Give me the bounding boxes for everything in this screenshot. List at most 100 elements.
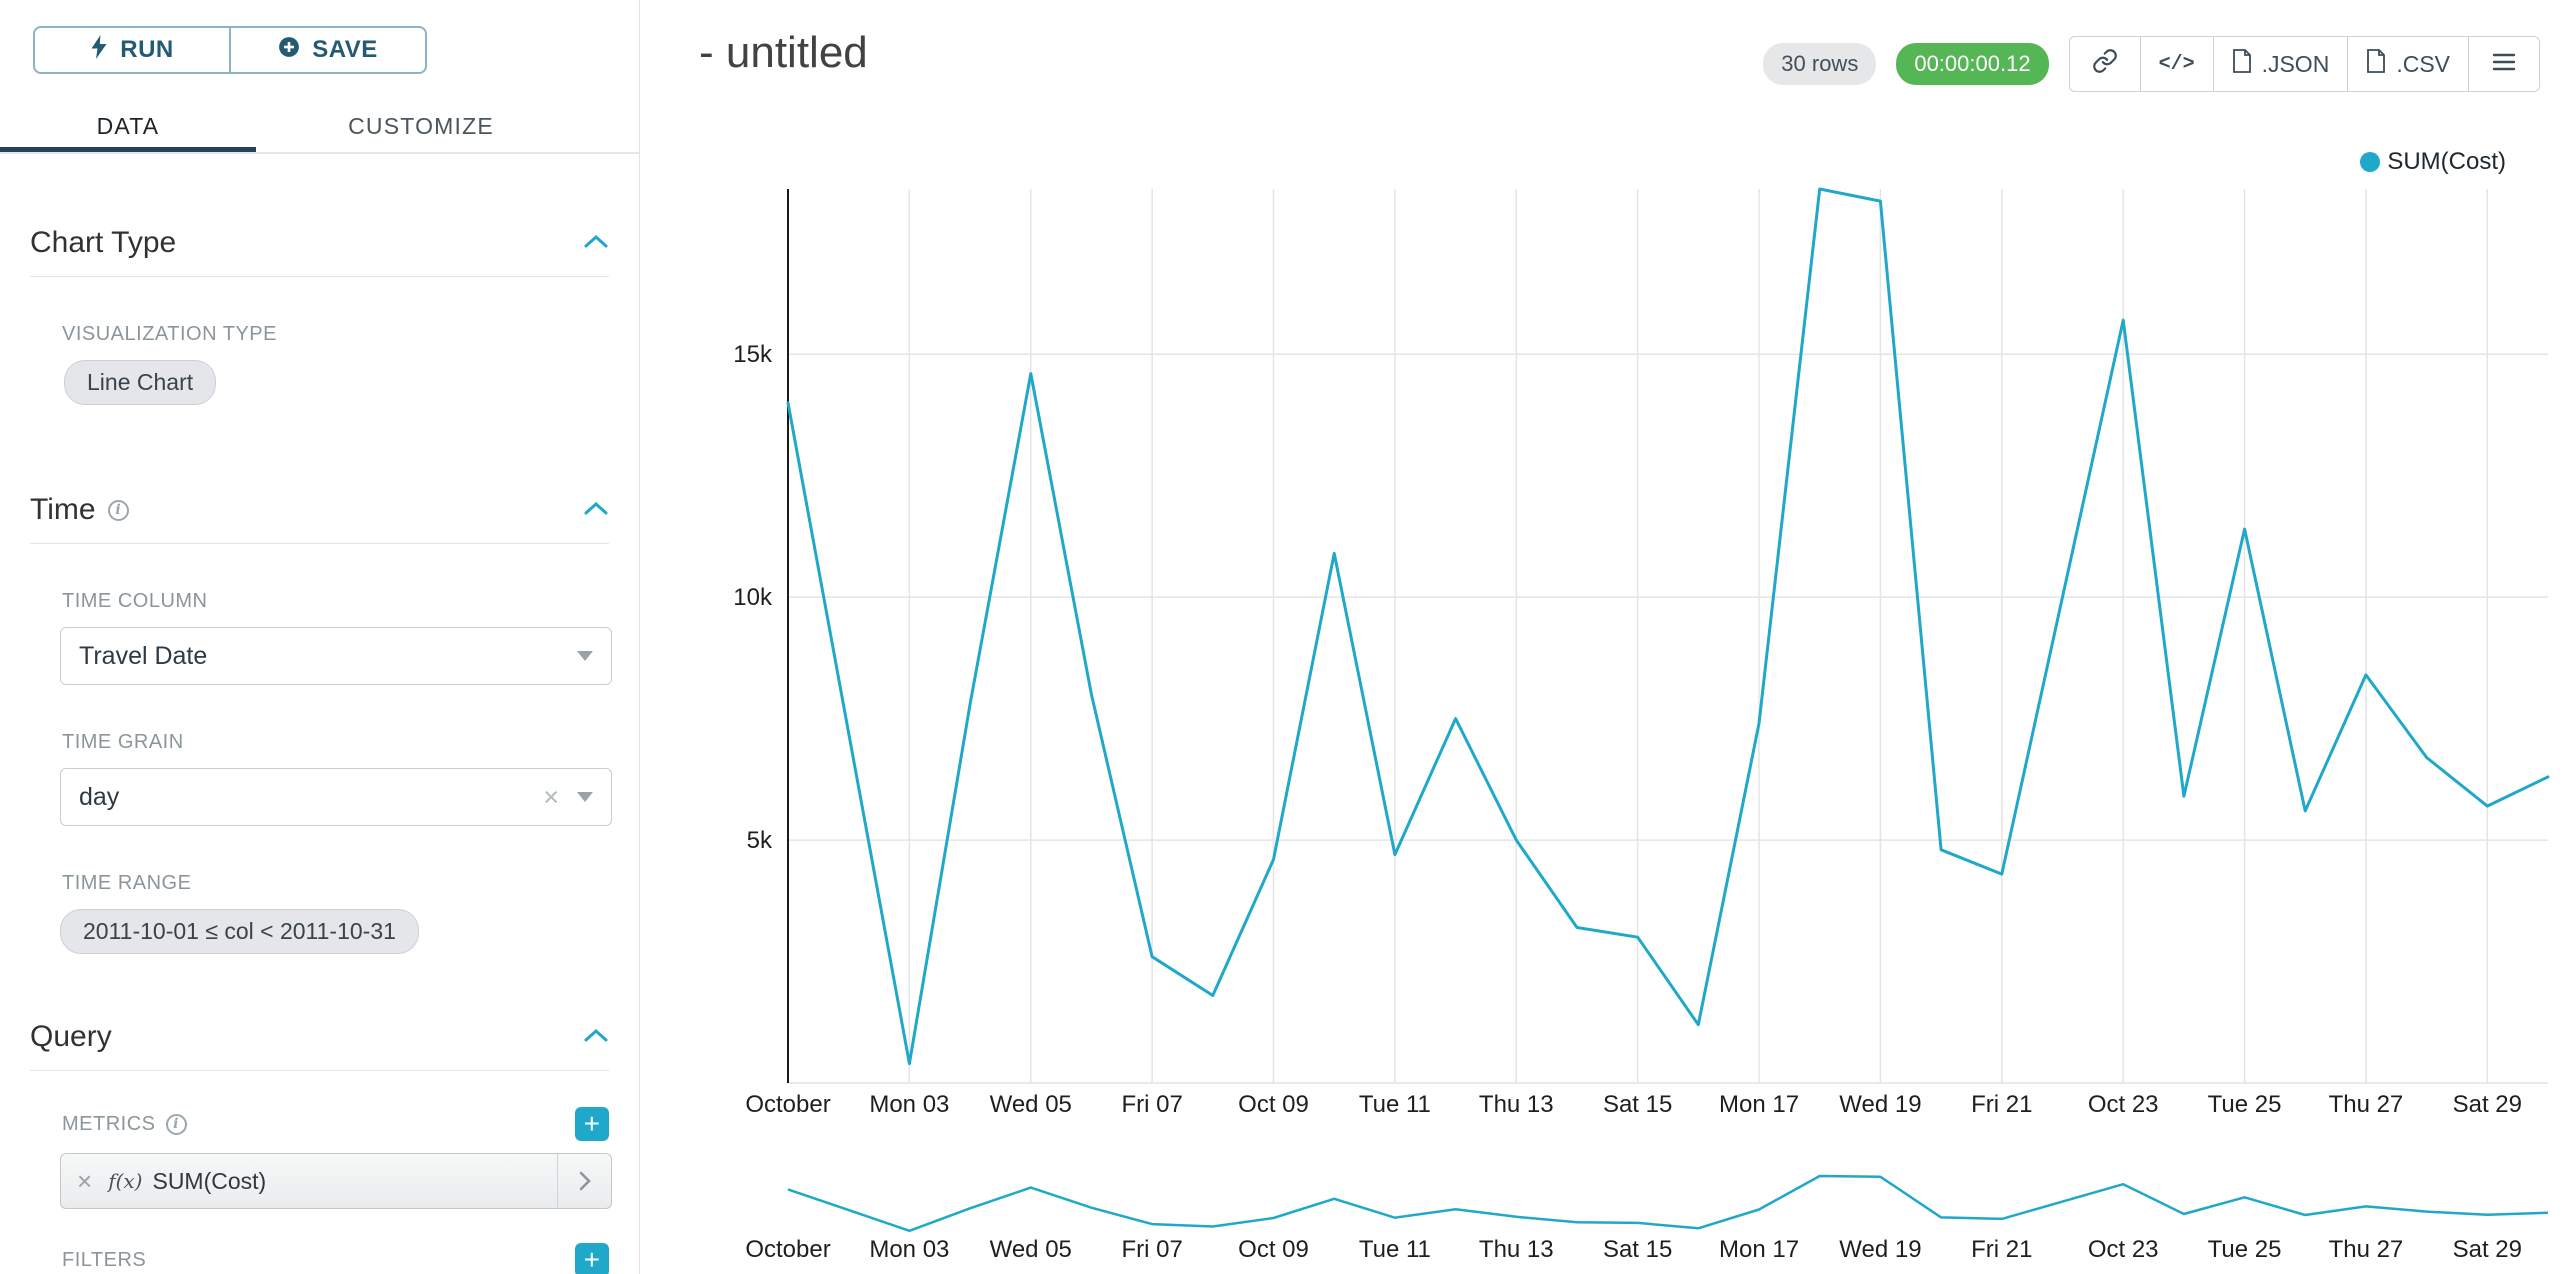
time-range-pill[interactable]: 2011-10-01 ≤ col < 2011-10-31 (60, 909, 419, 954)
chevron-up-icon[interactable] (583, 233, 609, 254)
code-icon: </> (2158, 52, 2195, 76)
time-grain-select[interactable]: day × (60, 768, 612, 826)
svg-text:October: October (745, 1091, 830, 1118)
info-icon[interactable]: i (165, 1113, 187, 1135)
time-grain-label: TIME GRAIN (62, 731, 184, 753)
file-icon (2366, 49, 2386, 79)
chart-title[interactable]: - untitled (699, 28, 868, 77)
filters-label-row: FILTERS + (62, 1243, 609, 1274)
file-icon (2232, 49, 2252, 79)
query-panel: RUN SAVE DATA CUSTOMIZE Chart Type (0, 0, 640, 1274)
add-metric-button[interactable]: + (575, 1107, 609, 1141)
svg-text:Fri 21: Fri 21 (1971, 1236, 2032, 1263)
svg-text:Wed 05: Wed 05 (990, 1091, 1072, 1118)
chart-area: - untitled 30 rows 00:00:00.12 </> .JSON (641, 0, 2576, 1274)
line-chart[interactable]: October October Mon 03 Mon 03 Wed 05 Wed 05 Fr… (641, 0, 2576, 1274)
chart-legend[interactable]: SUM(Cost) (2360, 148, 2506, 176)
export-json-label: .JSON (2261, 50, 2330, 77)
metric-option[interactable]: × f(x) SUM(Cost) (60, 1153, 612, 1209)
svg-text:Tue 11: Tue 11 (1359, 1091, 1431, 1118)
svg-text:Fri 07: Fri 07 (1121, 1236, 1182, 1263)
caret-down-icon (577, 651, 593, 661)
svg-text:Sat 15: Sat 15 (1603, 1091, 1672, 1118)
svg-text:Tue 25: Tue 25 (2208, 1091, 2282, 1118)
metrics-label-row: METRICS i + (62, 1107, 609, 1141)
filters-label: FILTERS (62, 1248, 147, 1271)
svg-text:15k: 15k (733, 341, 773, 368)
chart-header-actions: 30 rows 00:00:00.12 </> .JSON (1763, 36, 2540, 92)
svg-text:10k: 10k (733, 584, 773, 611)
tab-data[interactable]: DATA (0, 100, 256, 152)
svg-text:Oct 09: Oct 09 (1238, 1236, 1309, 1263)
export-csv-label: .CSV (2396, 50, 2450, 77)
lightning-icon (90, 34, 108, 67)
svg-text:Wed 05: Wed 05 (990, 1236, 1072, 1263)
svg-text:Sat 29: Sat 29 (2453, 1091, 2522, 1118)
chevron-up-icon[interactable] (583, 500, 609, 521)
link-icon (2092, 48, 2118, 80)
svg-text:October: October (745, 1236, 830, 1263)
metric-name: SUM(Cost) (152, 1167, 267, 1194)
run-button-label: RUN (120, 36, 174, 63)
query-timer-badge: 00:00:00.12 (1896, 43, 2049, 85)
legend-label: SUM(Cost) (2387, 148, 2506, 175)
chevron-up-icon[interactable] (583, 1027, 609, 1048)
time-grain-value: day (79, 782, 120, 811)
svg-text:Thu 13: Thu 13 (1479, 1236, 1554, 1263)
metrics-label: METRICS (62, 1112, 156, 1135)
section-query-header: Query (30, 1020, 609, 1054)
chevron-right-icon[interactable] (557, 1154, 611, 1208)
time-range-label: TIME RANGE (62, 872, 192, 894)
svg-text:Oct 23: Oct 23 (2088, 1236, 2159, 1263)
clear-icon[interactable]: × (543, 781, 559, 812)
fx-icon: f(x) (108, 1169, 143, 1193)
svg-text:Mon 17: Mon 17 (1719, 1091, 1799, 1118)
query-actions: RUN SAVE (33, 26, 639, 74)
svg-text:Wed 19: Wed 19 (1839, 1236, 1921, 1263)
svg-text:Tue 25: Tue 25 (2208, 1236, 2282, 1263)
svg-text:Sat 29: Sat 29 (2453, 1236, 2522, 1263)
panel-tabs: DATA CUSTOMIZE (0, 100, 639, 154)
section-time-header: Time i (30, 493, 609, 527)
save-button-label: SAVE (312, 36, 378, 63)
visualization-type-pill[interactable]: Line Chart (64, 360, 217, 405)
section-time-title: Time (30, 493, 96, 526)
svg-text:Tue 11: Tue 11 (1359, 1236, 1431, 1263)
share-link-button[interactable] (2068, 36, 2141, 92)
svg-text:Thu 13: Thu 13 (1479, 1091, 1554, 1118)
svg-text:Fri 21: Fri 21 (1971, 1091, 2032, 1118)
svg-text:Mon 17: Mon 17 (1719, 1236, 1799, 1263)
tab-customize[interactable]: CUSTOMIZE (256, 100, 586, 152)
hamburger-menu-icon (2492, 51, 2516, 78)
section-chart-type-header: Chart Type (30, 226, 609, 260)
time-column-select[interactable]: Travel Date (60, 627, 612, 685)
info-icon[interactable]: i (107, 499, 129, 521)
remove-metric-icon[interactable]: × (77, 1165, 93, 1196)
svg-text:5k: 5k (747, 827, 773, 854)
time-column-label: TIME COLUMN (62, 590, 208, 612)
tab-data-label: DATA (96, 112, 160, 139)
time-column-value: Travel Date (79, 641, 208, 670)
svg-text:Oct 09: Oct 09 (1238, 1091, 1309, 1118)
save-button[interactable]: SAVE (230, 26, 427, 74)
svg-text:Thu 27: Thu 27 (2329, 1236, 2404, 1263)
svg-text:Mon 03: Mon 03 (869, 1091, 949, 1118)
add-filter-button[interactable]: + (575, 1243, 609, 1274)
svg-text:Thu 27: Thu 27 (2329, 1091, 2404, 1118)
section-query-title: Query (30, 1020, 112, 1053)
run-button[interactable]: RUN (33, 26, 230, 74)
svg-text:Fri 07: Fri 07 (1121, 1091, 1182, 1118)
svg-text:Mon 03: Mon 03 (869, 1236, 949, 1263)
svg-text:Oct 23: Oct 23 (2088, 1091, 2159, 1118)
plus-circle-icon (278, 36, 300, 65)
legend-dot (2360, 152, 2381, 172)
svg-text:Wed 19: Wed 19 (1839, 1091, 1921, 1118)
section-chart-type-title: Chart Type (30, 226, 177, 259)
export-json-button[interactable]: .JSON (2212, 36, 2349, 92)
caret-down-icon (577, 792, 593, 802)
export-csv-button[interactable]: .CSV (2347, 36, 2469, 92)
tab-customize-label: CUSTOMIZE (348, 112, 494, 139)
view-query-button[interactable]: </> (2139, 36, 2214, 92)
chart-menu-button[interactable] (2468, 36, 2540, 92)
